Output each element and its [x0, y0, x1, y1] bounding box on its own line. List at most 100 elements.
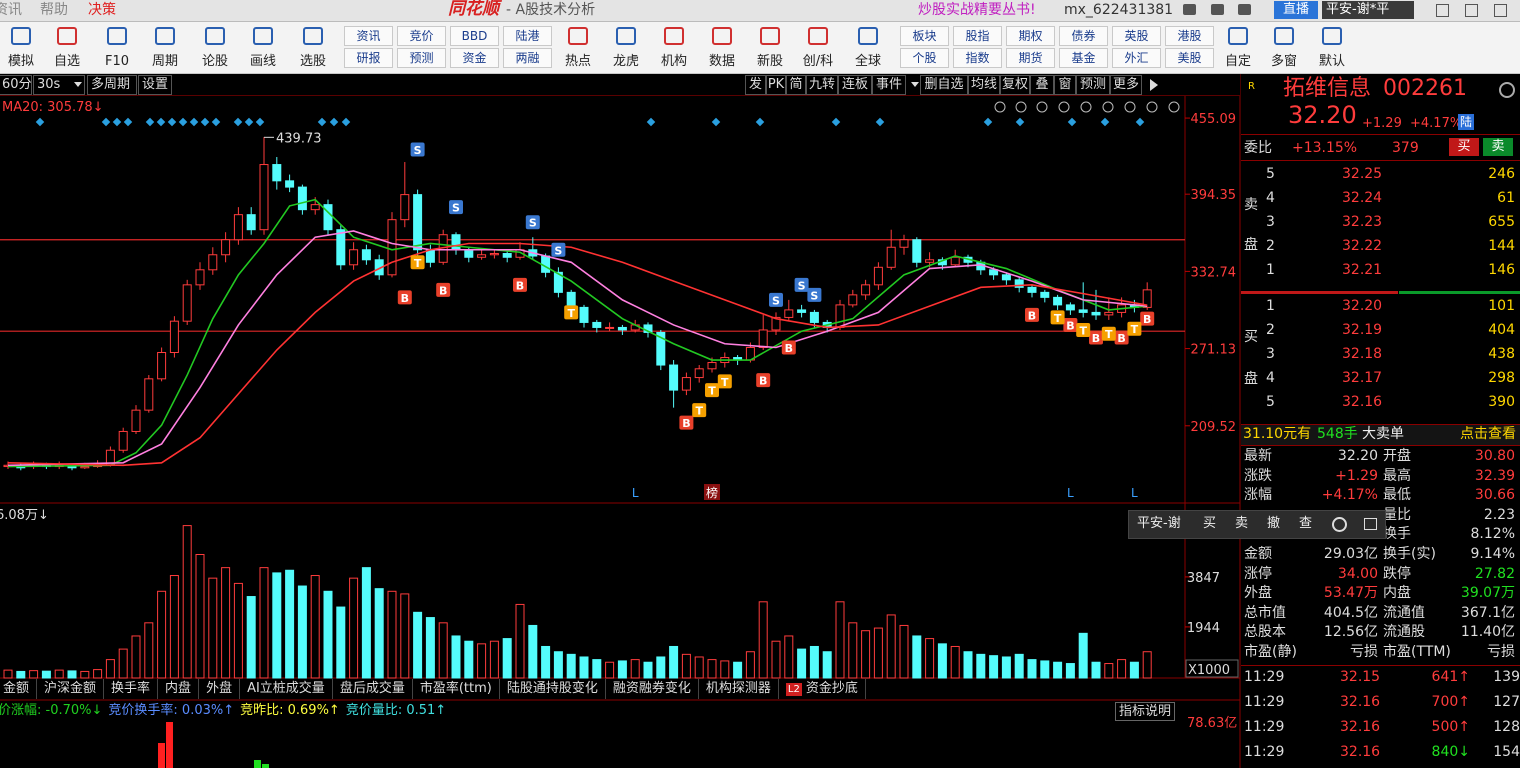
menu-icon[interactable] — [1211, 4, 1224, 15]
menu-icon[interactable] — [1183, 4, 1196, 15]
toolbar-button[interactable]: 机构 — [652, 24, 696, 72]
toolbar-pair-button[interactable]: 外汇 — [1112, 48, 1161, 68]
trade-count: 127 — [1493, 694, 1520, 710]
toolbar-pair-button[interactable]: 美股 — [1165, 48, 1214, 68]
candle-body — [1104, 311, 1114, 316]
indicator-tab[interactable]: 内盘 — [158, 679, 200, 699]
chart-tool[interactable]: 叠 — [1030, 75, 1054, 95]
toolbar-button[interactable]: 默认 — [1310, 24, 1354, 72]
toolbar-pair-button[interactable]: BBD — [450, 26, 499, 46]
indicator-tab[interactable]: L2 资金抄底 — [779, 679, 866, 699]
window-control[interactable] — [1465, 4, 1478, 17]
toolbar-button[interactable]: 模拟 — [0, 24, 42, 72]
popup-action[interactable]: 买 — [1203, 516, 1217, 531]
toolbar-pair-button[interactable]: 预测 — [397, 48, 446, 68]
indicator-tab[interactable]: 融资融券变化 — [606, 679, 699, 699]
chart-tool[interactable]: 均线 — [968, 75, 1000, 95]
toolbar-pair-button[interactable]: 英股 — [1112, 26, 1161, 46]
popup-action[interactable]: 查 — [1299, 516, 1313, 531]
indicator-help[interactable]: 指标说明 — [1115, 702, 1176, 721]
toolbar-pair-button[interactable]: 资讯 — [344, 26, 393, 46]
toolbar-pair-button[interactable]: 指数 — [953, 48, 1002, 68]
toolbar-button[interactable]: 自选 — [46, 24, 88, 72]
toolbar-button[interactable]: 选股 — [292, 24, 334, 72]
indicator-tab[interactable]: 陆股通持股变化 — [500, 679, 606, 699]
toolbar-pair-button[interactable]: 竞价 — [397, 26, 446, 46]
period-button[interactable]: 60分 — [0, 75, 32, 95]
toolbar-pair-button[interactable]: 港股 — [1165, 26, 1214, 46]
toolbar-pair-button[interactable]: 期权 — [1006, 26, 1055, 46]
chart-tool[interactable]: PK — [766, 75, 786, 95]
menu-item[interactable]: 决策 — [88, 2, 116, 18]
period-button[interactable]: 多周期 — [87, 75, 137, 95]
toolbar-pair-button[interactable]: 研报 — [344, 48, 393, 68]
popup-action[interactable]: 卖 — [1235, 516, 1249, 531]
toolbar-pair-button[interactable]: 个股 — [900, 48, 949, 68]
chart-tool[interactable]: 九转 — [806, 75, 838, 95]
panel-toggle[interactable] — [1150, 79, 1158, 91]
volume-bar — [963, 651, 973, 679]
chart-tool[interactable]: 连板 — [838, 75, 872, 95]
toolbar-pair-button[interactable]: 资金 — [450, 48, 499, 68]
candle-body — [1078, 309, 1088, 313]
indicator-tab[interactable]: 外盘 — [199, 679, 241, 699]
indicator-tab[interactable]: 换手率 — [104, 679, 159, 699]
candle-body — [912, 239, 922, 263]
menu-item[interactable]: 帮助 — [40, 2, 68, 18]
toolbar-button[interactable]: 热点 — [556, 24, 600, 72]
indicator-tab[interactable]: 沪深金额 — [37, 679, 105, 699]
indicator-tab[interactable]: AI立桩成交量 — [240, 679, 333, 699]
divider-green — [1399, 291, 1520, 294]
chart-tool[interactable]: 预测 — [1076, 75, 1110, 95]
toolbar-button[interactable]: 论股 — [194, 24, 236, 72]
toolbar-button[interactable]: 创/科 — [796, 24, 840, 72]
toolbar-pair-button[interactable]: 板块 — [900, 26, 949, 46]
toolbar-pair-button[interactable]: 股指 — [953, 26, 1002, 46]
indicator-tab[interactable]: 市盈率(ttm) — [413, 679, 500, 699]
toolbar-button[interactable]: 全球 — [846, 24, 890, 72]
chart-tool[interactable]: 复权 — [1000, 75, 1030, 95]
toolbar-button[interactable]: 画线 — [242, 24, 284, 72]
toolbar-pair-button[interactable]: 两融 — [503, 48, 552, 68]
indicator-tab[interactable]: 盘后成交量 — [333, 679, 413, 699]
menu-icon[interactable] — [1238, 4, 1251, 15]
toolbar-pair-button[interactable]: 基金 — [1059, 48, 1108, 68]
toolbar-button[interactable]: 龙虎 — [604, 24, 648, 72]
big-order-link[interactable]: 点击查看 — [1460, 426, 1516, 442]
indicator-tab[interactable]: 机构探测器 — [699, 679, 779, 699]
chart-tool[interactable]: 事件 — [872, 75, 906, 95]
window-control[interactable] — [1436, 4, 1449, 17]
chart-tool[interactable]: 更多 — [1110, 75, 1142, 95]
toolbar-pair-button[interactable]: 债券 — [1059, 26, 1108, 46]
toolbar-button[interactable]: 数据 — [700, 24, 744, 72]
user-name[interactable]: mx_622431381 — [1064, 2, 1174, 18]
popup-account[interactable]: 平安-谢 — [1137, 516, 1181, 531]
period-button[interactable]: 30s — [33, 75, 85, 95]
chart-tool[interactable]: 简 — [786, 75, 806, 95]
chart-tool[interactable]: 删自选 — [920, 75, 968, 95]
toolbar-pair-button[interactable]: 陆港 — [503, 26, 552, 46]
toolbar-button[interactable]: F10 — [96, 24, 138, 72]
account-select[interactable]: 平安-谢*平 — [1322, 1, 1414, 19]
toolbar-pair-button[interactable]: 期货 — [1006, 48, 1055, 68]
buy-button[interactable]: 买 — [1449, 138, 1479, 156]
popup-settings[interactable] — [1332, 517, 1347, 532]
chart-tool[interactable]: 窗 — [1054, 75, 1076, 95]
toolbar-button[interactable]: 新股 — [748, 24, 792, 72]
window-control[interactable] — [1494, 4, 1507, 17]
indicator-tab[interactable]: 金额 — [0, 679, 38, 699]
period-button[interactable]: 设置 — [138, 75, 172, 95]
settings-icon[interactable] — [1499, 82, 1515, 98]
toolbar-button[interactable]: 多窗 — [1262, 24, 1306, 72]
live-button[interactable]: 直播 — [1274, 1, 1318, 19]
sell-button[interactable]: 卖 — [1483, 138, 1513, 156]
promo-link[interactable]: 炒股实战精要丛书! — [918, 2, 1036, 18]
dropdown-arrow[interactable] — [911, 82, 919, 87]
chart-tool[interactable]: 发 — [745, 75, 766, 95]
popup-action[interactable]: 撤 — [1267, 516, 1281, 531]
toolbar-button[interactable]: 自定 — [1216, 24, 1260, 72]
menu-item[interactable]: 资讯 — [0, 2, 22, 18]
toolbar-button[interactable]: 周期 — [144, 24, 186, 72]
popup-window[interactable] — [1364, 518, 1377, 530]
candle-body — [285, 180, 295, 188]
